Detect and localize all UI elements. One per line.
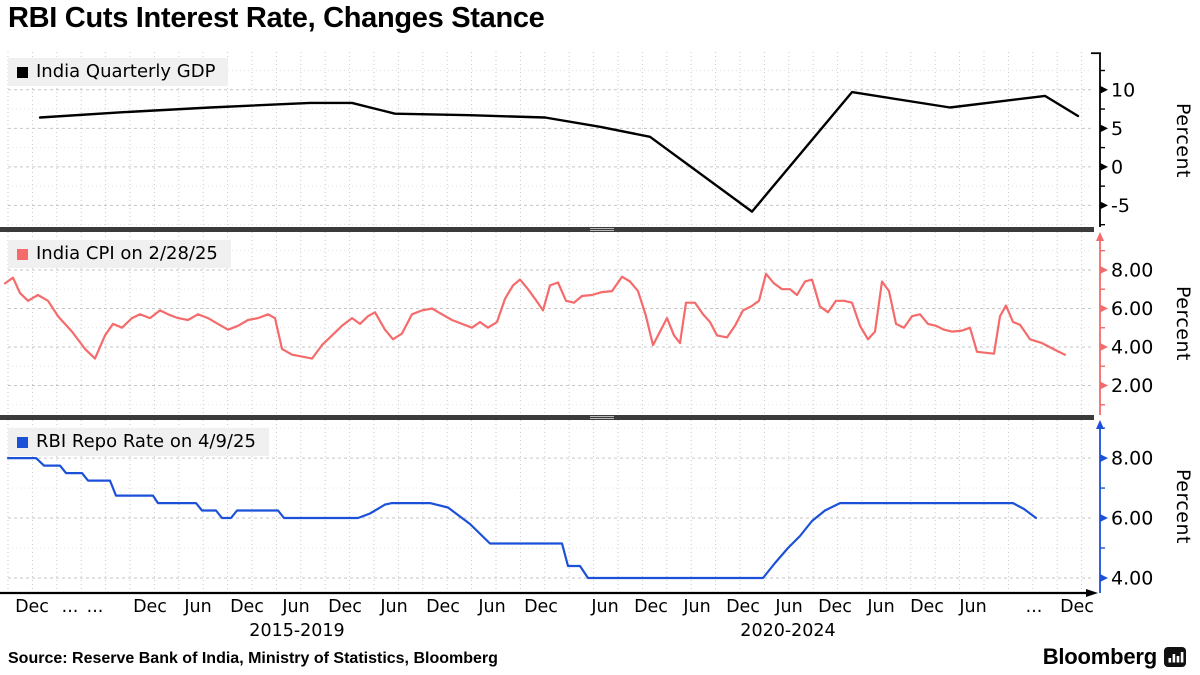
x-tick-label: Jun	[591, 597, 619, 617]
legend-gdp[interactable]: India Quarterly GDP	[8, 58, 229, 86]
cpi-legend-label: India CPI on 2/28/25	[36, 243, 218, 264]
x-tick-label: Jun	[775, 597, 803, 617]
x-tick-label: Dec	[524, 597, 558, 617]
y-tick-label: 4.00	[1111, 337, 1153, 359]
bloomberg-chart-icon	[1164, 647, 1186, 667]
x-tick-label: Jun	[867, 597, 895, 617]
y-tick-label: 5	[1111, 118, 1123, 140]
x-axis-arrow-icon	[1086, 589, 1098, 597]
y-tick-label: 4.00	[1111, 568, 1153, 590]
group-label-2020-2024: 2020-2024	[740, 621, 836, 641]
legend-cpi[interactable]: India CPI on 2/28/25	[8, 240, 231, 268]
x-axis-group-labels: 2015-2019 2020-2024	[0, 621, 1200, 645]
y-tick-label: 2.00	[1111, 375, 1153, 397]
x-tick-label: Jun	[380, 597, 408, 617]
gdp-legend-label: India Quarterly GDP	[36, 61, 216, 82]
x-tick-label: Jun	[959, 597, 987, 617]
separator-grip-icon[interactable]	[590, 228, 614, 231]
x-tick-label: ...	[61, 597, 79, 617]
y-tick-label: 6.00	[1111, 508, 1153, 530]
x-tick-label: Dec	[726, 597, 760, 617]
y-tick-label: 0	[1111, 156, 1123, 178]
panel-separator-2[interactable]	[0, 415, 1094, 420]
x-tick-label: Dec	[230, 597, 264, 617]
repo-legend-label: RBI Repo Rate on 4/9/25	[36, 431, 256, 452]
x-tick-label: Jun	[683, 597, 711, 617]
chart-title: RBI Cuts Interest Rate, Changes Stance	[8, 2, 545, 34]
repo-y-axis-title: Percent	[1172, 468, 1194, 544]
y-tick-label: 8.00	[1111, 448, 1153, 470]
y-tick-label: 6.00	[1111, 298, 1153, 320]
gdp-legend-swatch-icon	[17, 66, 28, 78]
cpi-y-axis-title: Percent	[1172, 285, 1194, 361]
legend-repo[interactable]: RBI Repo Rate on 4/9/25	[8, 428, 269, 456]
x-tick-label: Dec	[328, 597, 362, 617]
x-tick-label: Dec	[634, 597, 668, 617]
source-attribution: Source: Reserve Bank of India, Ministry …	[8, 650, 498, 667]
cpi-legend-swatch-icon	[17, 248, 28, 260]
x-tick-label: Dec	[133, 597, 167, 617]
x-axis-line	[0, 589, 1098, 597]
x-tick-label: Jun	[478, 597, 506, 617]
y-tick-label: -5	[1111, 195, 1130, 217]
series-line	[38, 90, 1080, 213]
repo-panel-chart: 8.00 6.00 4.00	[6, 420, 1153, 593]
repo-legend-swatch-icon	[17, 436, 28, 448]
x-tick-label: Dec	[426, 597, 460, 617]
bloomberg-wordmark: Bloomberg	[1042, 644, 1158, 669]
x-tick-label: Dec	[910, 597, 944, 617]
x-axis-tick-labels: Dec...... Dec Jun Dec Jun Dec Jun Dec Jun Dec Jun D…	[0, 597, 1200, 621]
x-tick-label: Dec	[1060, 597, 1094, 617]
x-tick-label: ...	[1025, 597, 1043, 617]
series-line	[6, 456, 1038, 580]
x-tick-label: Jun	[184, 597, 212, 617]
x-tick-label: Dec	[15, 597, 49, 617]
y-tick-label: 8.00	[1111, 259, 1153, 281]
x-tick-label: Dec	[818, 597, 852, 617]
gdp-y-axis-title: Percent	[1172, 102, 1194, 178]
separator-grip-icon[interactable]	[590, 416, 614, 419]
series-line	[3, 272, 1067, 360]
panel-separator-1[interactable]	[0, 227, 1094, 232]
y-tick-label: 10	[1111, 79, 1135, 101]
group-label-2015-2019: 2015-2019	[249, 621, 345, 641]
x-tick-label: ...	[86, 597, 104, 617]
x-tick-label: Jun	[282, 597, 310, 617]
bloomberg-logo: Bloomberg	[1043, 644, 1186, 670]
